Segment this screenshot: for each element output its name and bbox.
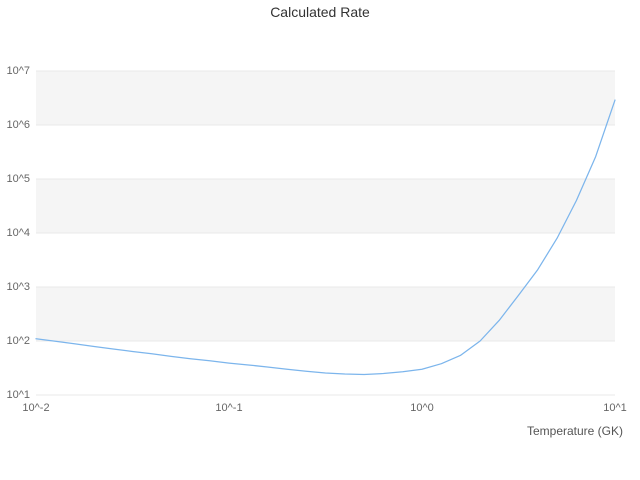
y-tick-label: 10^6 <box>6 119 30 131</box>
plot-band <box>36 233 615 287</box>
x-axis-title: Temperature (GK) <box>526 424 623 438</box>
x-tick-label: 10^-1 <box>215 402 243 414</box>
plot-band <box>36 71 615 125</box>
y-tick-label: 10^1 <box>6 389 30 401</box>
plot-band <box>36 125 615 179</box>
x-tick-label: 10^-2 <box>22 402 50 414</box>
y-tick-label: 10^7 <box>6 65 30 77</box>
y-tick-label: 10^4 <box>6 227 30 239</box>
y-tick-label: 10^2 <box>6 335 30 347</box>
plot-band <box>36 179 615 233</box>
chart-title: Calculated Rate <box>270 4 370 20</box>
y-tick-label: 10^5 <box>6 173 30 185</box>
y-tick-label: 10^3 <box>6 281 30 293</box>
plot-band <box>36 341 615 395</box>
x-tick-label: 10^1 <box>603 402 627 414</box>
series-line <box>35 99 616 376</box>
plot-band <box>36 287 615 341</box>
x-tick-label: 10^0 <box>410 402 434 414</box>
